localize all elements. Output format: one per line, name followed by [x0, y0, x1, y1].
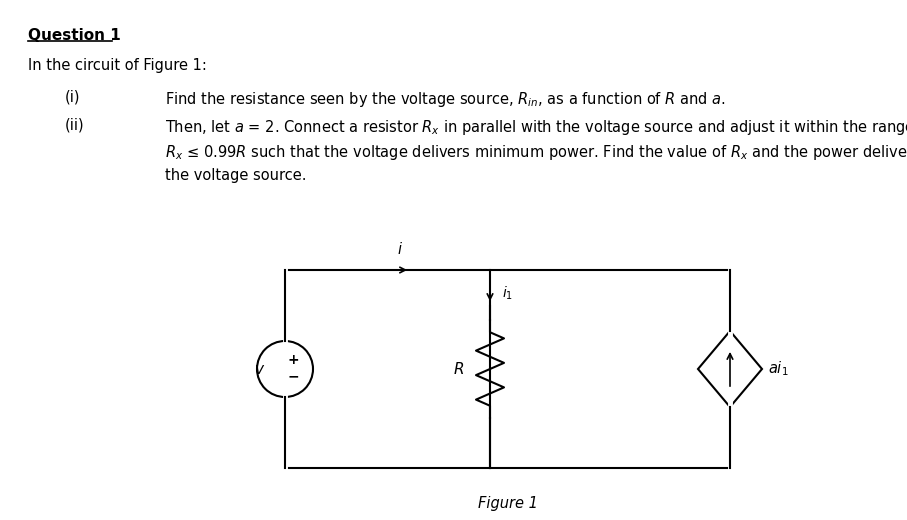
- Text: −: −: [288, 369, 298, 383]
- Text: In the circuit of Figure 1:: In the circuit of Figure 1:: [28, 58, 207, 73]
- Text: $R_x$ ≤ 0.99$R$ such that the voltage delivers minimum power. Find the value of : $R_x$ ≤ 0.99$R$ such that the voltage de…: [165, 143, 907, 162]
- Text: (i): (i): [65, 90, 81, 105]
- Text: $i$: $i$: [397, 241, 403, 257]
- Text: $R$: $R$: [453, 361, 464, 377]
- Text: $v$: $v$: [254, 361, 265, 376]
- Text: the voltage source.: the voltage source.: [165, 168, 307, 183]
- Text: Figure 1: Figure 1: [478, 496, 538, 511]
- Text: Then, let $a$ = 2. Connect a resistor $R_x$ in parallel with the voltage source : Then, let $a$ = 2. Connect a resistor $R…: [165, 118, 907, 137]
- Text: $ai_1$: $ai_1$: [768, 360, 788, 379]
- Text: $i_1$: $i_1$: [502, 284, 513, 302]
- Text: +: +: [288, 353, 298, 367]
- Text: (ii): (ii): [65, 118, 84, 133]
- Text: Find the resistance seen by the voltage source, $R_{in}$, as a function of $R$ a: Find the resistance seen by the voltage …: [165, 90, 726, 109]
- Text: Question 1: Question 1: [28, 28, 121, 43]
